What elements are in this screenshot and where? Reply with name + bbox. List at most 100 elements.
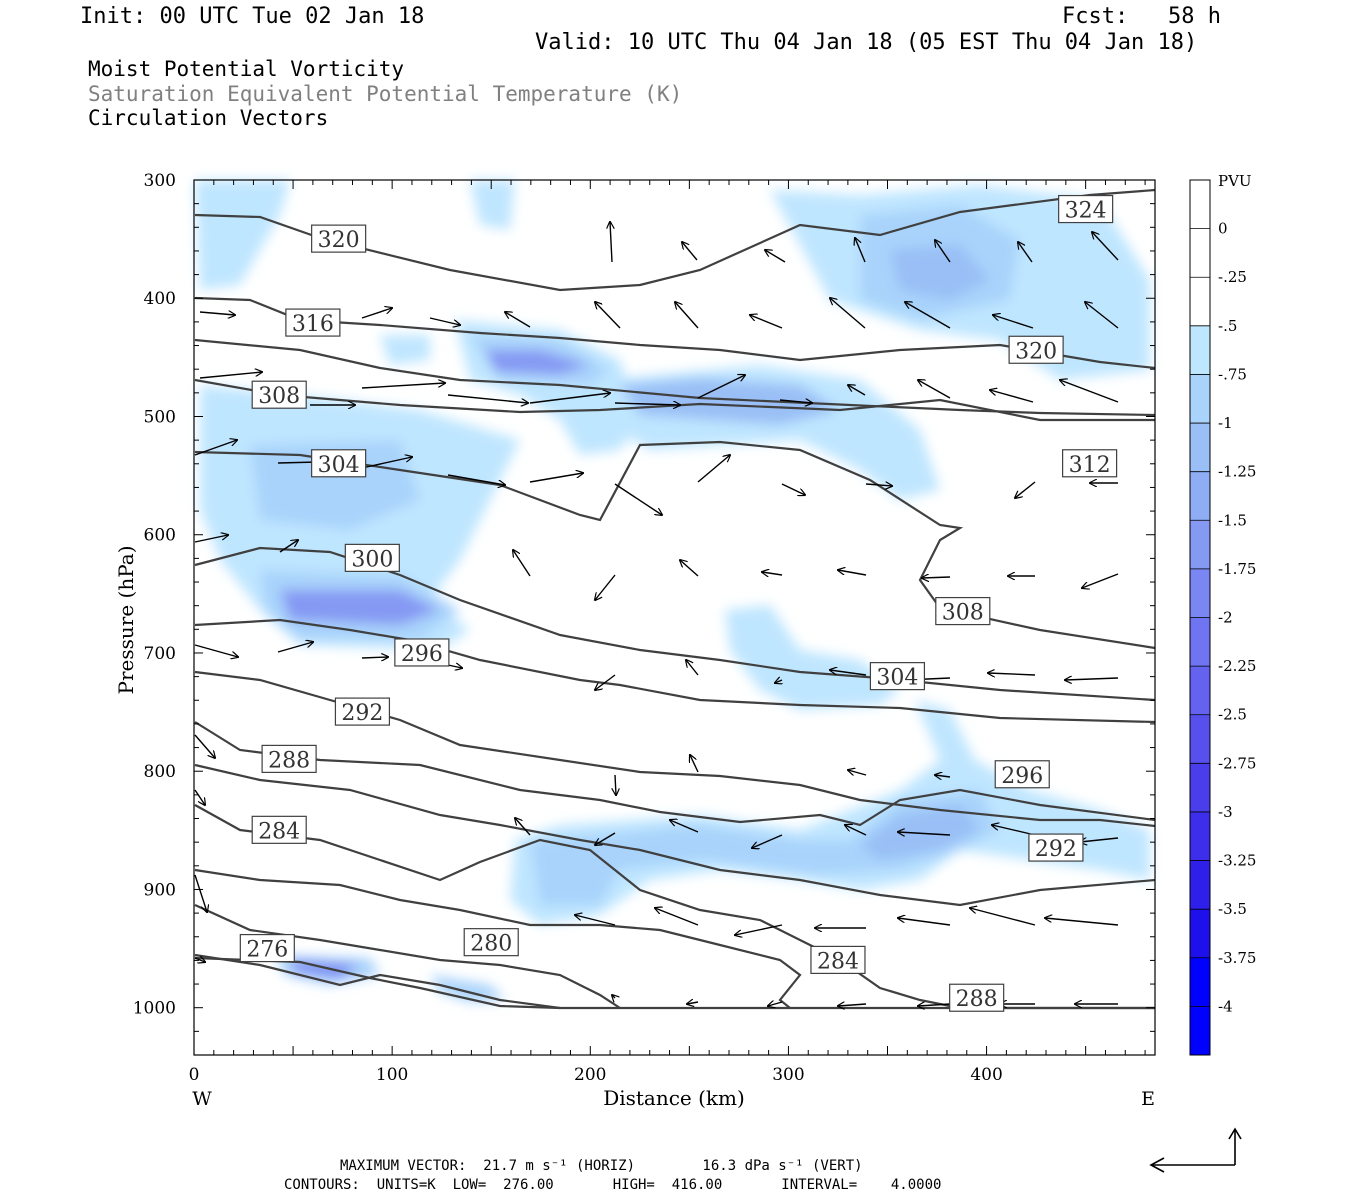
colorbar-swatch [1190,374,1210,424]
contour-label-box [251,815,307,844]
vector-arrow [595,674,616,690]
contour-label: 284 [258,819,300,844]
vector-arrow [614,483,662,515]
vector-arrow [697,455,730,483]
vector-arrow [1015,481,1036,498]
contour-label: 320 [1015,339,1057,364]
vector-arrow [194,734,215,758]
contour-label-box [935,596,991,626]
vector-arrow [735,924,783,935]
colorbar-label: -2.75 [1218,754,1256,772]
axis-tick-labels: 0 100 200 300 400 300 400 500 600 700 800 900 1000 [133,171,1003,1085]
x-tick-label: 200 [574,1065,606,1085]
y-tick-label: 300 [144,171,176,191]
vector-arrow [988,673,1036,675]
colorbar-label: -2.25 [1218,657,1256,675]
vector-arrow [762,572,783,575]
valid-time: Valid: 10 UTC Thu 04 Jan 18 (05 EST Thu … [535,30,1198,55]
colorbar-swatch [1190,714,1210,764]
colorbar-label: -3 [1218,803,1233,821]
vector-arrow [277,642,313,653]
vector-arrow [361,308,392,319]
contour-line [194,721,1156,827]
contour-label-box [251,380,307,409]
vector-arrow [855,238,866,263]
pv-region [380,335,430,365]
vector-arrow [1018,242,1033,263]
vector-arrow [612,995,615,998]
y-tick-label: 500 [144,407,176,427]
contour-line [194,903,621,1009]
contour-label-box [869,662,926,691]
vector-arrow [194,535,228,543]
vector-arrow [614,403,680,405]
colorbar-swatch [1190,957,1210,1007]
vector-arrow [447,665,462,668]
pv-region [195,180,290,290]
contour-label: 292 [1035,837,1077,862]
colorbar-swatch [1190,568,1210,618]
vector-arrow [992,825,1036,836]
colorbar-title: PVU [1218,172,1252,190]
y-tick-label: 800 [144,762,176,782]
contour-line [194,378,1155,422]
vector-arrow [447,394,528,403]
axis-ticks [193,179,1155,1056]
vector-arrow [750,315,783,329]
vector-arrow [970,908,1036,926]
vector-arrow [697,375,745,399]
contour-label-box [810,945,866,975]
vector-arrow [194,958,205,962]
contour-label-box [311,449,367,478]
x-east-label: E [1141,1088,1155,1110]
contour-line [194,618,1156,724]
contour-label-box [1062,449,1118,478]
contour-label-box [285,308,341,337]
contour-label: 280 [470,932,512,957]
contour-label-box [1028,833,1084,862]
colorbar-swatch [1190,180,1210,230]
vector-arrow [918,1004,951,1006]
x-tick-label: 400 [970,1065,1002,1085]
contour-label: 308 [258,384,300,409]
colorbar-swatch [1190,1006,1210,1056]
colorbar-swatch [1190,666,1210,716]
colorbar-swatch [1190,423,1210,473]
colorbar-label: -4 [1218,997,1233,1015]
x-tick-label: 300 [772,1065,804,1085]
colorbar-label: -1.75 [1218,560,1256,578]
x-tick-label: 0 [189,1065,200,1085]
vector-arrow [848,385,866,396]
vector-arrow [515,818,531,836]
vector-arrow [848,770,867,775]
pv-region [530,790,1000,905]
vector-arrow [194,440,237,456]
vector-arrow [898,832,951,835]
colorbar-swatch [1190,860,1210,910]
vector-arrow [993,315,1034,329]
forecast-hour: Fcst: 58 h [1062,4,1221,29]
pv-region [510,700,1150,925]
colorbar-swatch [1190,617,1210,667]
pv-region [470,180,515,230]
reference-vector-arrow [1149,1127,1242,1173]
vector-arrow [990,390,1034,403]
pv-colorbar: PVU 0 -.25 -.5 -.75 -1 -1.25 -1.5 -1.75 -2 -2.25 -… [1189,172,1256,1056]
contour-label: 296 [1001,764,1043,789]
colorbar-label: -1 [1218,414,1233,432]
colorbar-label: -3.75 [1218,949,1256,967]
vector-arrow [194,874,207,912]
colorbar-swatch [1190,763,1210,813]
vector-arrow [935,240,951,263]
contour-label: 304 [318,453,360,478]
colorbar-label: -.75 [1218,365,1247,383]
vector-arrow [199,372,262,379]
vector-arrow [775,680,782,683]
vector-arrow [194,789,205,805]
colorbar-swatch [1190,909,1210,959]
contour-label: 304 [876,666,918,691]
colorbar-swatch [1190,325,1210,375]
vector-arrow [765,250,786,263]
contour-label-box [1008,335,1064,364]
